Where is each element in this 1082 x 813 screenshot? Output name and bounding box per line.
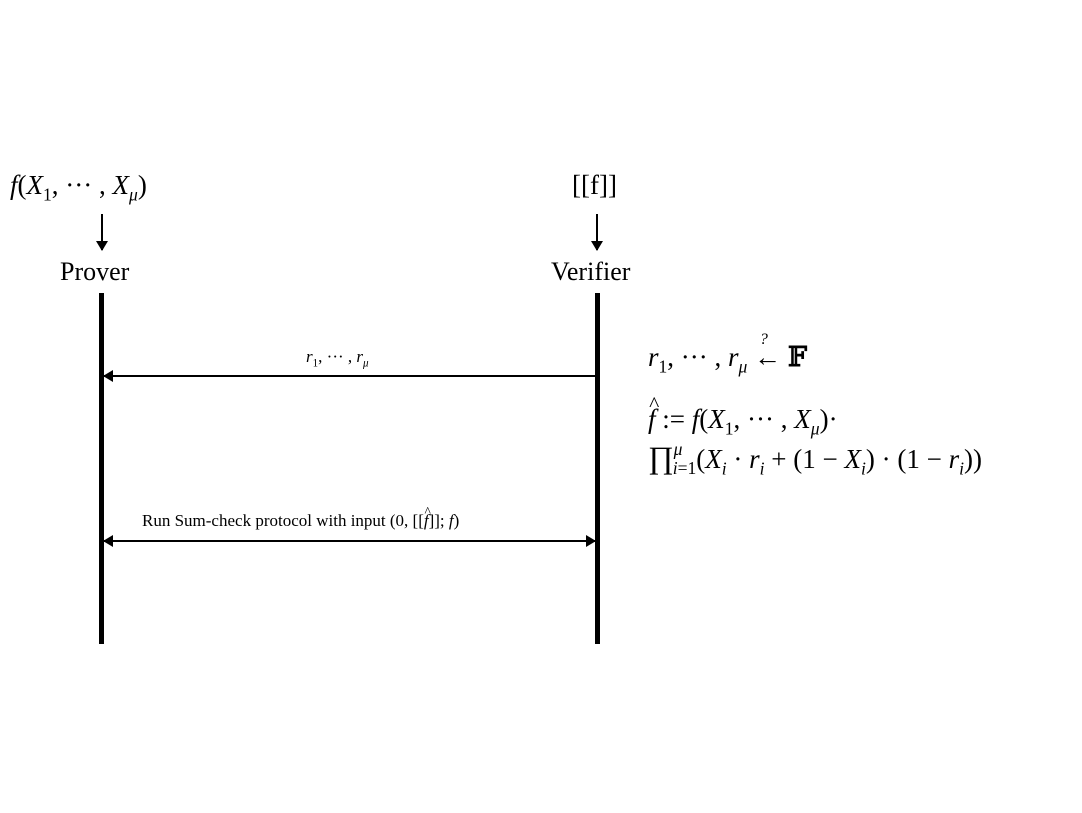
verifier-fhat-line1: f := f(X1, ··· , Xμ)· (648, 392, 838, 439)
verifier-name: Verifier (551, 257, 631, 286)
verifier-lifeline (595, 293, 600, 644)
arrow-head-left-icon (103, 370, 113, 382)
arrow-head-left-icon (103, 535, 113, 547)
message-challenges-label: r1, ··· , rμ (306, 347, 369, 370)
prover-name: Prover (60, 257, 130, 286)
verifier-input-label: [[f]] (572, 170, 617, 200)
message-sumcheck-arrow (103, 535, 596, 547)
arrow-head-right-icon (586, 535, 596, 547)
prover-input-label: f(X1, ··· , Xμ) (10, 170, 147, 205)
verifier-input-arrow (592, 214, 602, 251)
message-sumcheck-label: Run Sum-check protocol with input (0, [[… (142, 504, 459, 531)
prover-input-arrow (97, 214, 107, 251)
message-challenges-arrow (103, 370, 595, 382)
verifier-fhat-line2: ∏μi=1(Xi · ri + (1 − Xi) · (1 − ri)) (648, 438, 982, 479)
verifier-sample-note: r1, ··· , rμ ←? 𝔽 (648, 329, 808, 377)
prover-lifeline (99, 293, 104, 644)
